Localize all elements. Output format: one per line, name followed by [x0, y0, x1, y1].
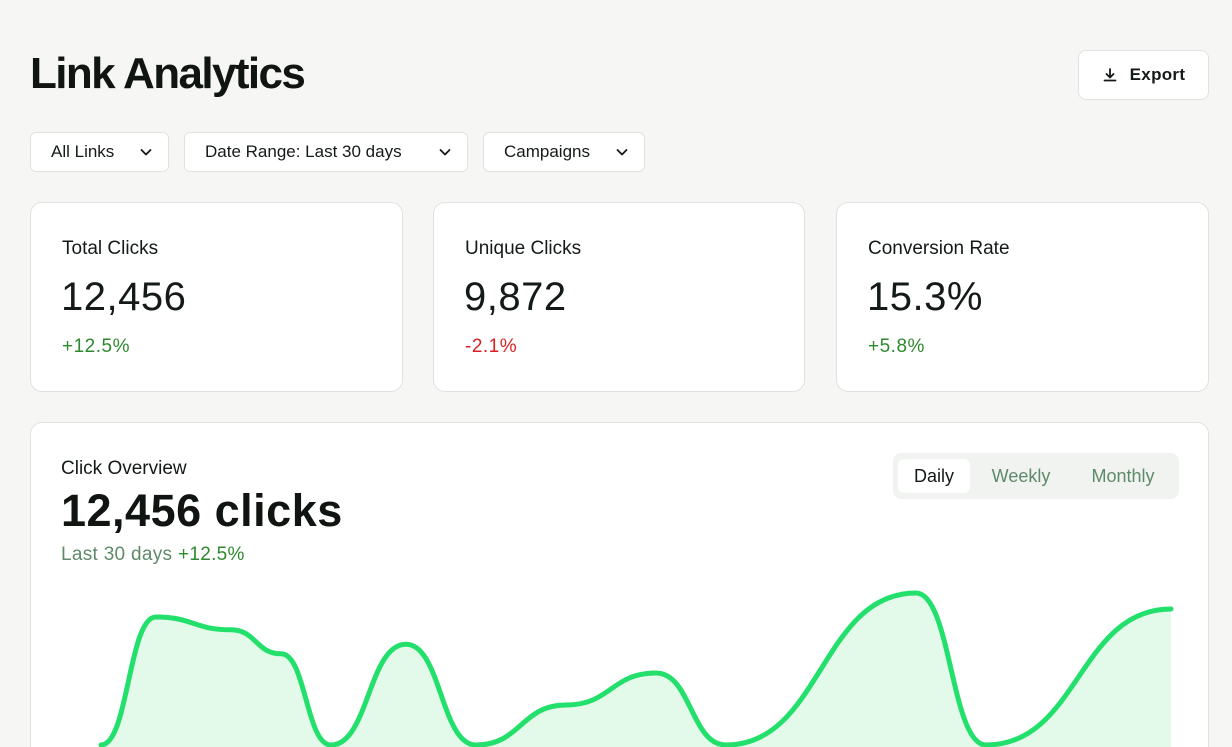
chevron-down-icon: [616, 149, 628, 156]
filter-all-links[interactable]: All Links: [30, 132, 169, 172]
tab-daily[interactable]: Daily: [898, 459, 970, 493]
filter-campaigns[interactable]: Campaigns: [483, 132, 645, 172]
stat-change: +5.8%: [868, 336, 925, 357]
chart-line: [98, 590, 1174, 747]
stat-change: +12.5%: [62, 336, 130, 357]
stat-value: 15.3%: [867, 275, 983, 319]
chevron-down-icon: [439, 149, 451, 156]
chart-subtitle: Last 30 days +12.5%: [61, 544, 245, 566]
filter-label: Campaigns: [504, 142, 590, 161]
tab-weekly[interactable]: Weekly: [991, 465, 1051, 486]
stat-value: 12,456: [61, 275, 187, 319]
stat-label: Total Clicks: [62, 238, 159, 259]
chevron-down-icon: [140, 149, 152, 156]
stat-label: Unique Clicks: [465, 238, 582, 259]
stat-value: 9,872: [464, 275, 567, 319]
page-title: Link Analytics: [30, 49, 306, 98]
chart-period: Last 30 days: [61, 544, 173, 565]
chart-change: +12.5%: [177, 544, 245, 565]
chart-value: 12,456 clicks: [61, 485, 343, 536]
chart-title: Click Overview: [61, 458, 187, 479]
stat-label: Conversion Rate: [868, 238, 1010, 259]
export-label: Export: [1129, 65, 1186, 84]
chart-area: [101, 593, 1171, 747]
click-chart: [98, 590, 1174, 747]
click-overview-card: Click Overview 12,456 clicks Last 30 day…: [30, 422, 1209, 747]
stat-change: -2.1%: [465, 336, 518, 357]
filter-label: Date Range: Last 30 days: [205, 142, 402, 161]
export-button[interactable]: Export: [1078, 50, 1209, 100]
tab-monthly[interactable]: Monthly: [1091, 465, 1155, 486]
stat-card-unique-clicks: Unique Clicks 9,872 -2.1%: [433, 202, 805, 392]
filter-date-range[interactable]: Date Range: Last 30 days: [184, 132, 468, 172]
range-toggle: Daily Weekly Monthly: [893, 453, 1179, 499]
filter-label: All Links: [51, 142, 115, 161]
stat-card-total-clicks: Total Clicks 12,456 +12.5%: [30, 202, 403, 392]
stat-card-conversion-rate: Conversion Rate 15.3% +5.8%: [836, 202, 1209, 392]
download-icon: [1103, 68, 1117, 82]
